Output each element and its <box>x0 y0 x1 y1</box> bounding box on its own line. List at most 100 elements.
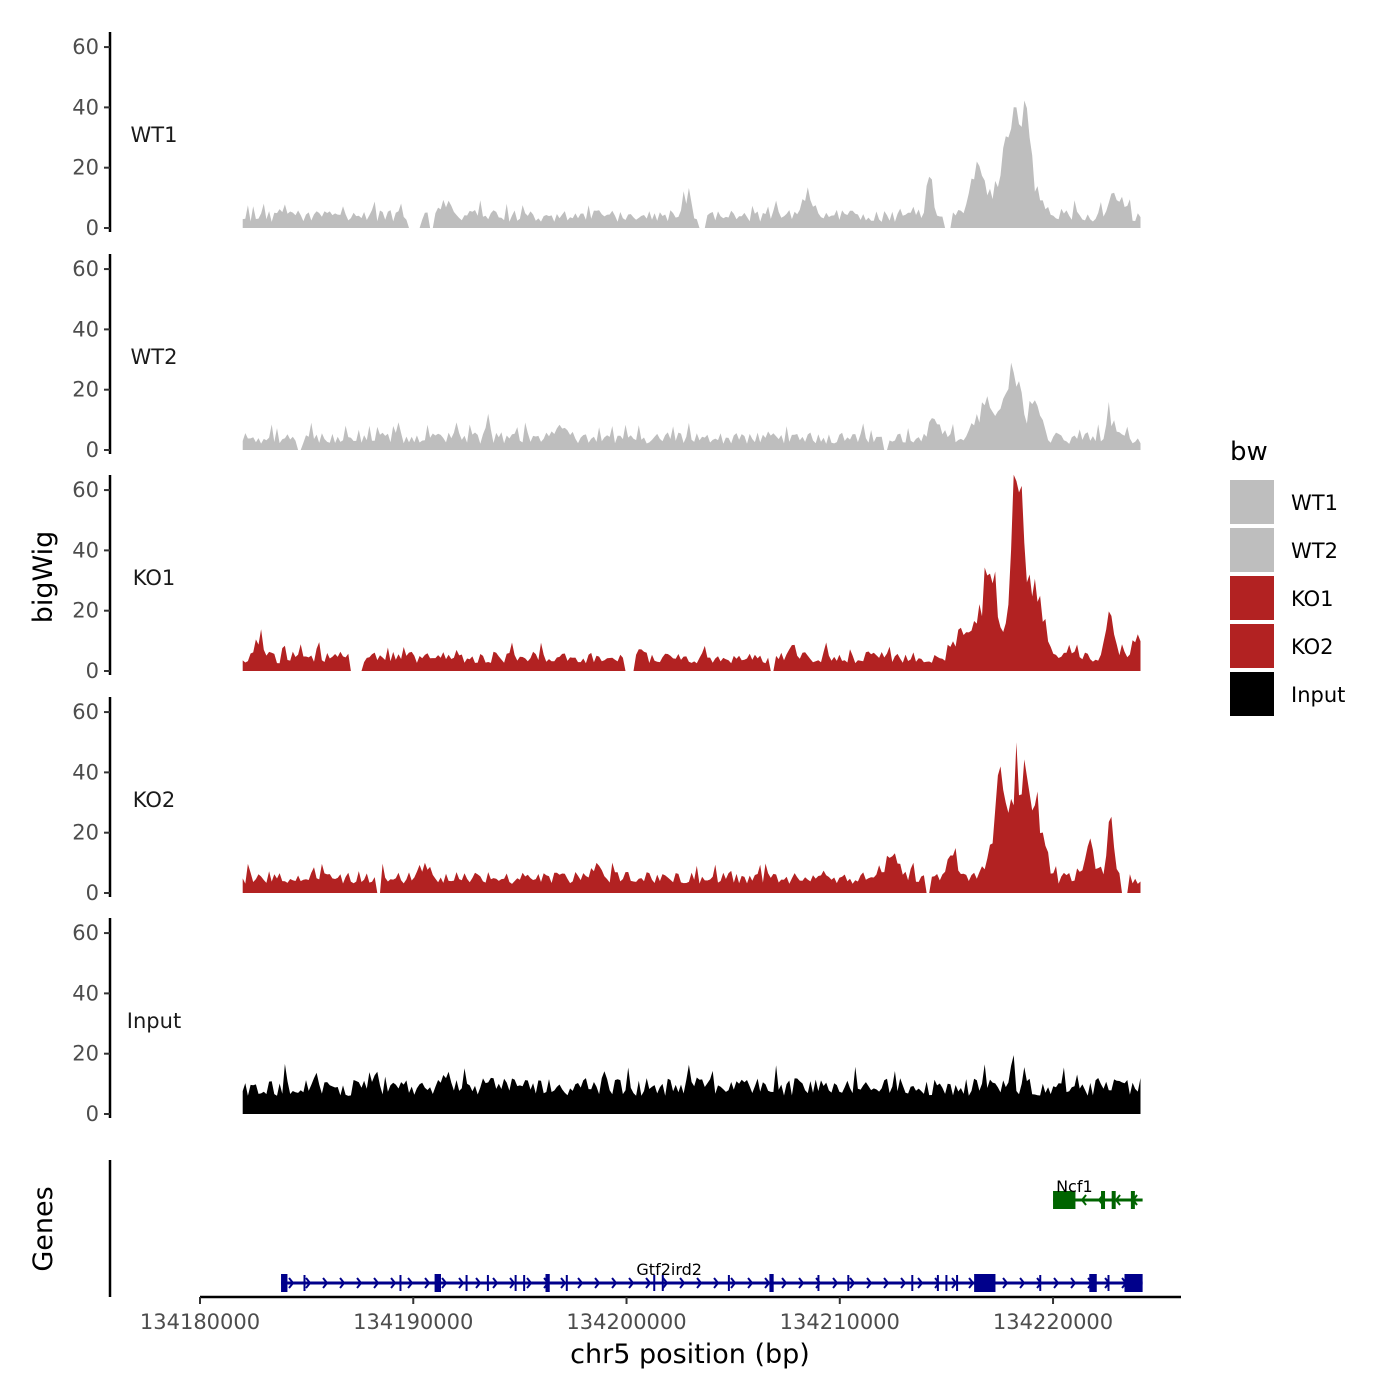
gene-label: Gtf2ird2 <box>636 1260 702 1279</box>
signal-area-input <box>242 1055 1141 1114</box>
track-input: 0 20 40 60 Input <box>72 918 1141 1126</box>
strand-chevron <box>781 1277 788 1289</box>
y-tick-label: 20 <box>72 599 99 623</box>
genes-axis-title: Genes <box>28 1186 59 1271</box>
strand-chevron <box>390 1277 397 1289</box>
signal-area-wt2 <box>242 362 1141 450</box>
strand-chevron <box>305 1277 312 1289</box>
strand-chevron <box>662 1277 669 1289</box>
signal-area-wt1 <box>242 100 1141 228</box>
strand-chevron <box>968 1277 975 1289</box>
legend-label-ko1: KO1 <box>1291 587 1334 611</box>
gene-exon <box>1130 1191 1135 1209</box>
strand-chevron <box>679 1277 686 1289</box>
strand-chevron <box>917 1277 924 1289</box>
gene-track: Ncf1 Gtf2ird2 <box>108 1160 1143 1297</box>
strand-chevron <box>1114 1194 1121 1206</box>
gene-exon <box>281 1274 288 1292</box>
y-tick-label: 60 <box>72 257 99 281</box>
track-wt1: 0 20 40 60 WT1 <box>72 32 1141 240</box>
strand-chevron <box>1019 1277 1026 1289</box>
legend-swatch-wt2 <box>1230 528 1274 572</box>
strand-chevron <box>356 1277 363 1289</box>
strand-chevron <box>441 1277 448 1289</box>
y-tick-label: 20 <box>72 1042 99 1066</box>
track-label: KO1 <box>133 566 176 590</box>
x-tick-label: 134200000 <box>566 1310 686 1334</box>
y-tick-label: 20 <box>72 378 99 402</box>
gene-label: Ncf1 <box>1056 1177 1093 1196</box>
strand-chevron <box>339 1277 346 1289</box>
strand-chevron <box>900 1277 907 1289</box>
y-tick-label: 40 <box>72 760 99 784</box>
strand-chevron <box>730 1277 737 1289</box>
signal-area-ko1 <box>242 474 1141 671</box>
strand-chevron <box>288 1277 295 1289</box>
y-tick-label: 20 <box>72 821 99 845</box>
strand-chevron <box>798 1277 805 1289</box>
legend-label-wt2: WT2 <box>1291 539 1338 563</box>
gene-exon <box>1053 1191 1076 1209</box>
track-label: Input <box>127 1009 181 1033</box>
legend-swatch-input <box>1230 672 1274 716</box>
strand-chevron <box>934 1277 941 1289</box>
strand-chevron <box>611 1277 618 1289</box>
strand-chevron <box>832 1277 839 1289</box>
y-axis-title: bigWig <box>28 531 59 624</box>
strand-chevron <box>577 1277 584 1289</box>
legend: WT1 WT2 KO1 KO2 Input <box>1230 480 1345 716</box>
strand-chevron <box>764 1277 771 1289</box>
legend-label-wt1: WT1 <box>1291 491 1338 515</box>
y-tick-label: 20 <box>72 156 99 180</box>
y-tick-label: 40 <box>72 95 99 119</box>
y-tick-label: 0 <box>86 216 99 240</box>
gene-exon <box>1101 1191 1106 1209</box>
strand-chevron <box>1053 1277 1060 1289</box>
gene-exon <box>974 1274 996 1292</box>
legend-swatch-ko2 <box>1230 624 1274 668</box>
x-tick-label: 134180000 <box>140 1310 260 1334</box>
gene-gtf2ird2: Gtf2ird2 <box>281 1260 1143 1292</box>
x-tick-label: 134220000 <box>993 1310 1113 1334</box>
y-tick-label: 0 <box>86 1102 99 1126</box>
track-label: WT1 <box>131 123 178 147</box>
gene-exon <box>545 1274 550 1292</box>
legend-swatch-ko1 <box>1230 576 1274 620</box>
signal-area-ko2 <box>242 742 1141 893</box>
strand-chevron <box>509 1277 516 1289</box>
y-tick-label: 40 <box>72 317 99 341</box>
legend-title: bw <box>1230 437 1268 467</box>
y-tick-label: 60 <box>72 700 99 724</box>
strand-chevron <box>883 1277 890 1289</box>
strand-chevron <box>815 1277 822 1289</box>
gene-exon <box>1111 1191 1116 1209</box>
strand-chevron <box>492 1277 499 1289</box>
gene-exon <box>1089 1274 1097 1292</box>
legend-swatch-wt1 <box>1230 480 1274 524</box>
strand-chevron <box>696 1277 703 1289</box>
gene-ncf1: Ncf1 <box>1053 1177 1143 1209</box>
track-label: WT2 <box>131 345 178 369</box>
strand-chevron <box>1070 1277 1077 1289</box>
strand-chevron <box>849 1277 856 1289</box>
track-label: KO2 <box>133 788 176 812</box>
y-tick-label: 60 <box>72 478 99 502</box>
strand-chevron <box>475 1277 482 1289</box>
track-ko1: 0 20 40 60 KO1 <box>72 474 1141 683</box>
strand-chevron <box>628 1277 635 1289</box>
strand-chevron <box>866 1277 873 1289</box>
strand-chevron <box>458 1277 465 1289</box>
y-tick-label: 40 <box>72 538 99 562</box>
y-tick-label: 60 <box>72 921 99 945</box>
track-wt2: 0 20 40 60 WT2 <box>72 254 1141 462</box>
track-ko2: 0 20 40 60 KO2 <box>72 697 1141 905</box>
gene-exon <box>1124 1274 1143 1292</box>
y-tick-label: 0 <box>86 438 99 462</box>
strand-chevron <box>526 1277 533 1289</box>
strand-chevron <box>322 1277 329 1289</box>
y-tick-label: 0 <box>86 881 99 905</box>
y-tick-label: 0 <box>86 659 99 683</box>
signal-tracks: 0 20 40 60 WT1 0 20 40 60 WT2 0 20 40 60 KO1 0 20 40 60 KO2… <box>72 32 1141 1126</box>
strand-chevron <box>1080 1194 1087 1206</box>
